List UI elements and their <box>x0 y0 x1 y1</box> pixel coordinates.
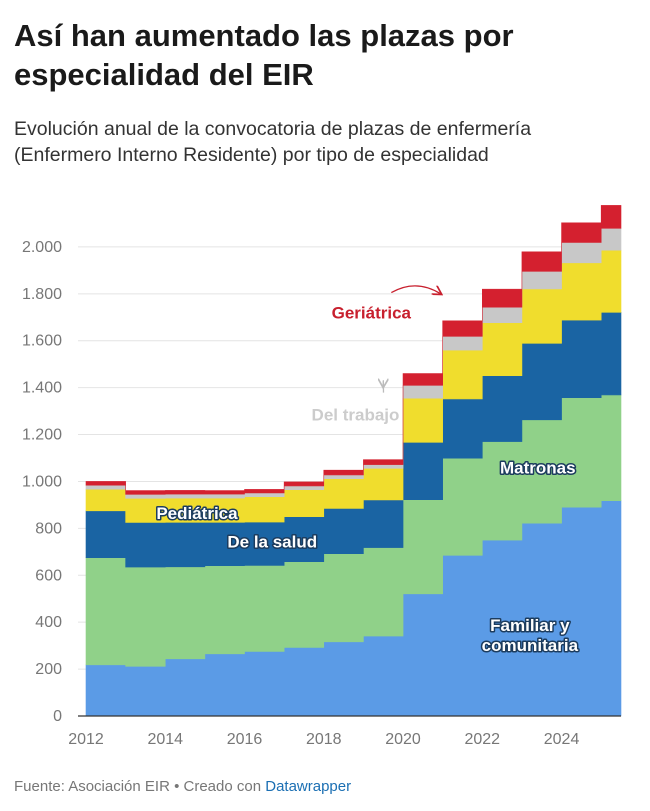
series-label: comunitaria <box>482 636 579 655</box>
x-axis: 2012 2014 2016 2018 2020 2022 2024 <box>68 715 621 748</box>
y-tick-label: 0 <box>53 708 62 725</box>
series-label: Matronas <box>500 458 576 477</box>
y-tick-label: 600 <box>35 567 62 584</box>
y-tick-label: 400 <box>35 614 62 631</box>
series-label: Del trabajo <box>312 406 400 425</box>
series-label: De la salud <box>227 532 317 551</box>
x-tick-label: 2016 <box>227 731 263 748</box>
x-tick-label: 2024 <box>544 731 580 748</box>
series-label: Geriátrica <box>332 304 412 323</box>
series-areas <box>85 205 622 717</box>
y-tick-label: 800 <box>35 520 62 537</box>
y-tick-label: 1.800 <box>22 286 62 303</box>
x-tick-label: 2022 <box>464 731 500 748</box>
chart-subtitle: Evolución anual de la convocatoria de pl… <box>14 118 532 166</box>
y-tick-label: 1.000 <box>22 473 62 490</box>
y-tick-label: 200 <box>35 661 62 678</box>
series-label: Familiar y <box>490 616 570 635</box>
series-label: Pediátrica <box>156 504 238 523</box>
y-tick-label: 1.200 <box>22 427 62 444</box>
x-tick-label: 2018 <box>306 731 342 748</box>
y-axis: 0 200 400 600 800 1.000 1.200 1.400 1.600 1.800 2.… <box>22 239 62 725</box>
area-geriatrica <box>85 205 622 495</box>
y-tick-label: 1.400 <box>22 380 62 397</box>
annotation-arrow <box>391 285 440 294</box>
source-text: Fuente: Asociación EIR • Creado con <box>14 778 262 795</box>
y-tick-label: 1.600 <box>22 333 62 350</box>
footer: Fuente: Asociación EIR • Creado con Data… <box>14 778 351 795</box>
chart-title: Así han aumentado las plazas por especia… <box>14 18 514 92</box>
x-tick-label: 2014 <box>147 731 183 748</box>
y-tick-label: 2.000 <box>22 239 62 256</box>
stacked-area-chart: 0 200 400 600 800 1.000 1.200 1.400 1.600 1.800 2.… <box>22 205 622 748</box>
x-tick-label: 2012 <box>68 731 104 748</box>
x-tick-label: 2020 <box>385 731 421 748</box>
datawrapper-link[interactable]: Datawrapper <box>265 778 352 795</box>
